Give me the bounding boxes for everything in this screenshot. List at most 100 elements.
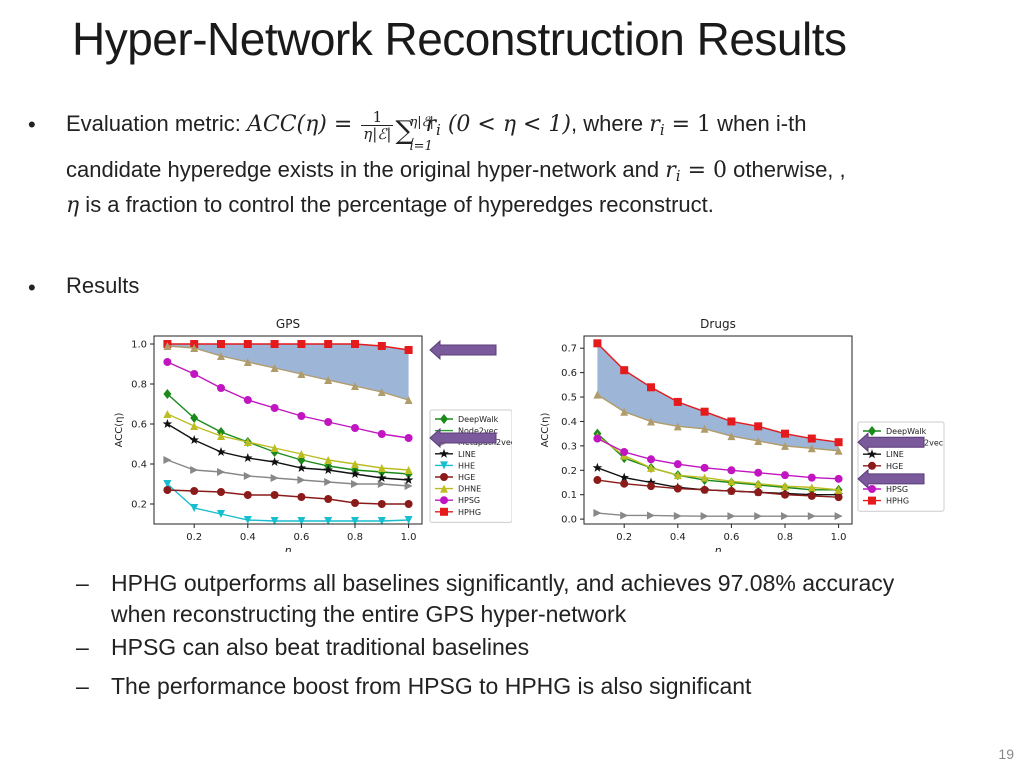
summary-text: The performance boost from HPSG to HPHG … bbox=[111, 673, 752, 699]
data-point-line bbox=[646, 477, 656, 487]
y-tick-label: 0.8 bbox=[131, 380, 147, 391]
data-point-metapath2vec bbox=[834, 512, 843, 521]
data-point-deepwalk bbox=[190, 413, 199, 423]
data-point-metapath2vec bbox=[781, 512, 789, 521]
series-line-deepwalk bbox=[596, 433, 839, 491]
summary-item: – HPHG outperforms all baselines signific… bbox=[76, 568, 894, 599]
data-point-hpsg bbox=[673, 460, 682, 469]
eta-symbol: η bbox=[66, 193, 80, 218]
series-line-hphg bbox=[596, 342, 839, 443]
data-point-hge bbox=[243, 491, 252, 499]
data-point-metapath2vec bbox=[163, 456, 172, 464]
series-metapath2vec bbox=[593, 509, 843, 521]
series-line-unlabeled bbox=[597, 394, 839, 452]
data-point-hhe bbox=[351, 517, 359, 525]
legend-marker-deepwalk bbox=[440, 414, 448, 424]
fraction-numerator: 1 bbox=[361, 109, 394, 126]
series-dhne bbox=[593, 432, 843, 494]
annotation-arrow bbox=[429, 339, 497, 361]
data-point-hhe bbox=[217, 510, 225, 518]
data-point-unlabeled bbox=[700, 424, 709, 433]
data-point-hpsg bbox=[700, 463, 709, 472]
series-hhe bbox=[163, 480, 413, 525]
data-point-hphg bbox=[243, 340, 252, 348]
data-point-hpsg bbox=[727, 466, 736, 475]
data-point-dhne bbox=[700, 473, 709, 482]
data-point-unlabeled bbox=[243, 358, 252, 366]
data-point-unlabeled bbox=[781, 441, 789, 450]
data-point-hphg bbox=[727, 417, 736, 426]
series-line-hpsg bbox=[597, 437, 839, 480]
x-tick-label: 0.2 bbox=[616, 532, 632, 543]
data-point-hpsg bbox=[647, 455, 655, 464]
legend-marker-hphg bbox=[440, 507, 448, 516]
legend-label-deepwalk: DeepWalk bbox=[458, 415, 499, 424]
data-point-hpsg bbox=[754, 468, 763, 477]
series-line-dhne bbox=[167, 413, 409, 471]
x-tick-label: 0.8 bbox=[777, 532, 793, 543]
data-point-dhne bbox=[270, 444, 279, 452]
data-point-metapath2vec bbox=[754, 512, 763, 521]
series-hge bbox=[163, 486, 413, 508]
data-point-dhne bbox=[163, 410, 172, 418]
data-point-dhne bbox=[404, 466, 413, 474]
page-number: 19 bbox=[998, 746, 1014, 762]
series-hphg bbox=[593, 339, 843, 447]
data-point-metapath2vec bbox=[324, 478, 333, 486]
data-point-hphg bbox=[673, 397, 682, 406]
y-tick-label: 0.5 bbox=[561, 393, 577, 404]
series-hpsg bbox=[593, 434, 843, 483]
fraction-denominator: η|ℰ| bbox=[363, 124, 392, 143]
data-point-hge bbox=[351, 499, 359, 507]
data-point-hpsg bbox=[163, 358, 172, 366]
legend-label-hpsg: HPSG bbox=[886, 485, 908, 494]
x-tick-label: 1.0 bbox=[401, 532, 417, 543]
dash-marker: – bbox=[76, 570, 89, 596]
data-point-unlabeled bbox=[807, 444, 816, 453]
where-text: , where bbox=[571, 111, 650, 136]
legend-marker-hge bbox=[440, 473, 448, 481]
data-point-hhe bbox=[377, 517, 386, 525]
x-tick-label: 0.6 bbox=[723, 532, 739, 543]
data-point-hphg bbox=[807, 434, 816, 443]
data-point-hpsg bbox=[324, 418, 333, 426]
metric-intro: Evaluation metric: bbox=[66, 111, 247, 136]
sum-term-sub: i bbox=[436, 121, 441, 139]
data-point-metapath2vec bbox=[727, 512, 736, 521]
legend-label-hpsg: HPSG bbox=[458, 496, 480, 505]
data-point-hphg bbox=[593, 339, 602, 348]
shaded-region bbox=[597, 343, 839, 451]
data-point-hpsg bbox=[593, 434, 602, 443]
data-point-hpsg bbox=[834, 474, 843, 483]
x-axis-label: η bbox=[715, 544, 722, 552]
data-point-hhe bbox=[190, 504, 199, 512]
data-point-unlabeled bbox=[270, 364, 279, 372]
annotation-arrow bbox=[857, 468, 925, 489]
series-line-hge bbox=[167, 489, 409, 505]
legend-marker-line bbox=[867, 449, 877, 459]
x-axis-label: η bbox=[285, 544, 292, 552]
data-point-dhne bbox=[727, 477, 736, 486]
data-point-dhne bbox=[324, 456, 333, 464]
data-point-line bbox=[162, 419, 173, 428]
data-point-dhne bbox=[807, 483, 816, 492]
series-line-metapath2vec bbox=[167, 459, 409, 487]
data-point-hphg bbox=[377, 342, 386, 350]
legend-marker-line bbox=[439, 448, 449, 458]
data-point-hphg bbox=[834, 438, 843, 447]
legend-marker-deepwalk bbox=[868, 426, 876, 436]
data-point-dhne bbox=[377, 464, 386, 472]
data-point-metapath2vec bbox=[297, 476, 306, 484]
data-point-metapath2vec bbox=[647, 511, 655, 520]
y-axis-label: ACC(η) bbox=[540, 413, 551, 448]
summary-item: – HPSG can also beat traditional baseline… bbox=[76, 632, 894, 663]
data-point-hhe bbox=[324, 517, 333, 525]
x-tick-label: 0.8 bbox=[347, 532, 363, 543]
data-point-dhne bbox=[781, 482, 789, 491]
data-point-metapath2vec bbox=[243, 472, 252, 480]
data-point-line bbox=[592, 462, 603, 472]
data-point-hphg bbox=[700, 407, 709, 416]
data-point-hge bbox=[297, 493, 306, 501]
data-point-hge bbox=[217, 488, 225, 496]
data-point-hphg bbox=[270, 340, 279, 348]
